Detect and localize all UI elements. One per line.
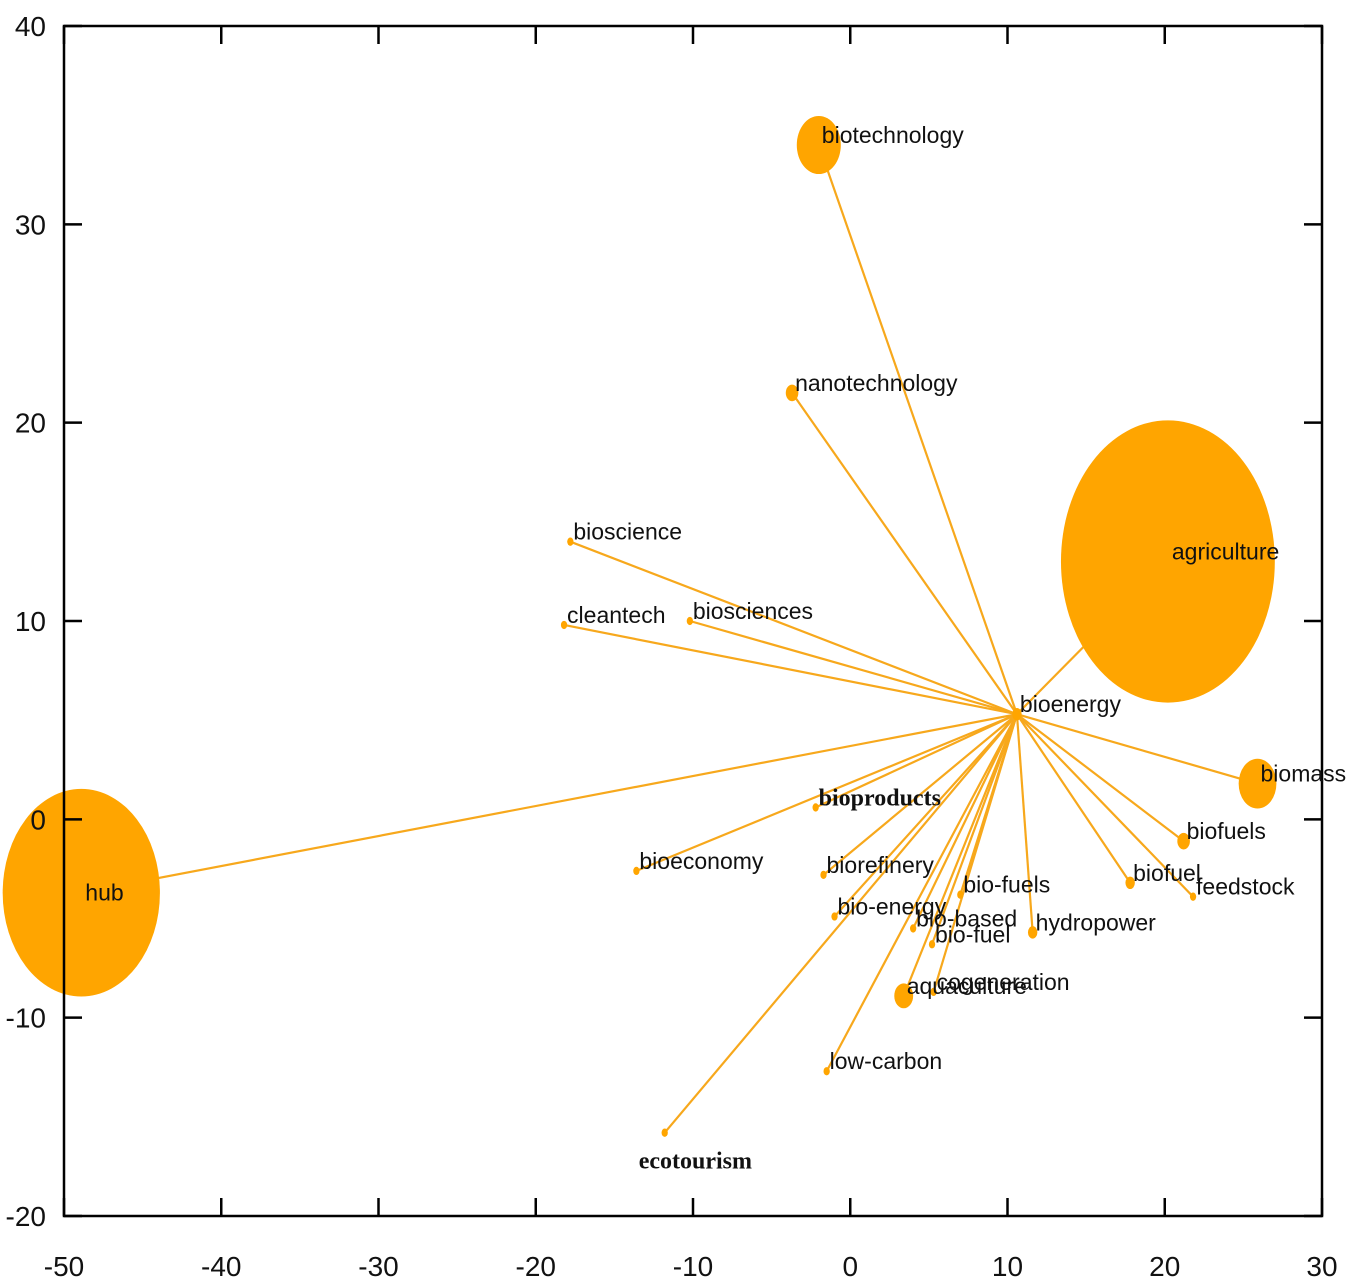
edge-bioscience xyxy=(569,540,1018,716)
edge-bioproducts xyxy=(815,713,1018,809)
node-label-low-carbon: low-carbon xyxy=(830,1048,943,1074)
node-label-biofuel: biofuel xyxy=(1133,860,1201,886)
edge-biorefinery xyxy=(822,713,1018,876)
node-label-bioenergy: bioenergy xyxy=(1020,691,1122,717)
edge-aquaculture xyxy=(902,713,1018,997)
node-label-nanotechnology: nanotechnology xyxy=(795,370,958,396)
y-tick-label: 30 xyxy=(15,209,46,240)
node-label-agriculture: agriculture xyxy=(1172,539,1279,565)
edge-biomass xyxy=(1016,713,1258,785)
y-tick-label: 10 xyxy=(15,606,46,637)
edge-cleantech xyxy=(563,623,1018,716)
y-tick-label: 20 xyxy=(15,408,46,439)
x-tick-label: 10 xyxy=(992,1251,1023,1281)
node-label-cleantech: cleantech xyxy=(567,602,665,628)
node-label-bioscience: bioscience xyxy=(573,519,682,545)
edge-biofuels xyxy=(1016,713,1185,843)
x-tick-label: -50 xyxy=(44,1251,84,1281)
node-aquaculture xyxy=(894,983,914,1009)
node-bioscience xyxy=(567,537,574,546)
edge-low-carbon xyxy=(825,713,1018,1072)
edge-bio-fuel xyxy=(930,713,1018,945)
edge-bio-energy xyxy=(833,713,1018,918)
edge-nanotechnology xyxy=(791,392,1018,715)
node-label-bio-fuel: bio-fuel xyxy=(935,921,1010,947)
node-label-biofuels: biofuels xyxy=(1187,818,1266,844)
ticks-layer: -50 -40 -30 -20 -10 0 10 20 30 -20 -10 0 10 20 30 40 xyxy=(6,11,1338,1281)
node-biofuel xyxy=(1125,876,1135,890)
edge-cogeneration xyxy=(932,713,1018,993)
edge-biosciences xyxy=(689,619,1018,716)
x-tick-label: 0 xyxy=(842,1251,858,1281)
x-tick-label: -40 xyxy=(201,1251,241,1281)
node-label-bioproducts: bioproducts xyxy=(819,785,941,811)
node-label-bio-energy: bio-energy xyxy=(838,894,947,920)
node-feedstock xyxy=(1189,892,1197,901)
node-cogeneration xyxy=(930,987,937,997)
node-biomass xyxy=(1238,758,1277,809)
x-tick-label: -20 xyxy=(516,1251,556,1281)
x-tick-label: 30 xyxy=(1306,1251,1337,1281)
node-agriculture xyxy=(1060,420,1275,703)
x-tick-label: -30 xyxy=(358,1251,398,1281)
node-bioeconomy xyxy=(633,866,640,876)
node-hydropower xyxy=(1027,926,1038,939)
node-bio-based xyxy=(910,924,917,933)
node-label-aquaculture: aquaculture xyxy=(907,973,1027,999)
edge-ecotourism xyxy=(663,713,1018,1134)
node-label-biotechnology: biotechnology xyxy=(822,122,964,148)
edge-hub xyxy=(81,713,1018,894)
edge-hydropower xyxy=(1015,714,1034,933)
node-biofuels xyxy=(1177,832,1190,850)
node-label-hub: hub xyxy=(85,880,123,906)
node-bioenergy xyxy=(1012,707,1022,721)
node-bio-energy xyxy=(831,912,838,921)
node-hub xyxy=(2,788,160,997)
node-ecotourism xyxy=(661,1128,668,1137)
node-label-bio-fuels: bio-fuels xyxy=(963,872,1050,898)
edges-layer xyxy=(81,144,1258,1134)
x-tick-label: -10 xyxy=(673,1251,713,1281)
y-tick-label: 0 xyxy=(30,804,46,835)
node-low-carbon xyxy=(823,1067,830,1076)
node-cleantech xyxy=(560,620,568,630)
edge-bio-based xyxy=(912,713,1018,929)
node-label-biosciences: biosciences xyxy=(693,598,813,624)
node-biotechnology xyxy=(796,115,841,175)
x-tick-label: 20 xyxy=(1149,1251,1180,1281)
edge-feedstock xyxy=(1016,713,1194,898)
node-label-cogeneration: cogeneration xyxy=(937,969,1070,995)
node-label-biorefinery: biorefinery xyxy=(827,852,935,878)
y-tick-label: -10 xyxy=(6,1003,46,1034)
node-label-biomass: biomass xyxy=(1261,761,1347,787)
node-labels-layer: bioenergy biotechnology nanotechnology bios… xyxy=(85,122,1346,1175)
y-tick-label: -20 xyxy=(6,1201,46,1232)
nodes-layer xyxy=(2,115,1277,1137)
edge-biofuel xyxy=(1016,713,1132,884)
node-label-feedstock: feedstock xyxy=(1196,874,1295,900)
node-label-bioeconomy: bioeconomy xyxy=(639,848,764,874)
y-tick-label: 40 xyxy=(15,11,46,42)
node-bioproducts xyxy=(812,803,819,812)
node-bio-fuels xyxy=(957,890,964,899)
edge-bioeconomy xyxy=(635,713,1018,872)
node-bio-fuel xyxy=(928,940,936,949)
node-label-ecotourism: ecotourism xyxy=(639,1149,752,1175)
node-label-bio-based: bio-based xyxy=(916,905,1017,931)
node-nanotechnology xyxy=(785,384,799,402)
node-label-hydropower: hydropower xyxy=(1036,909,1157,935)
edge-biotechnology xyxy=(817,144,1018,715)
node-biorefinery xyxy=(820,870,827,880)
node-biosciences xyxy=(686,616,693,626)
